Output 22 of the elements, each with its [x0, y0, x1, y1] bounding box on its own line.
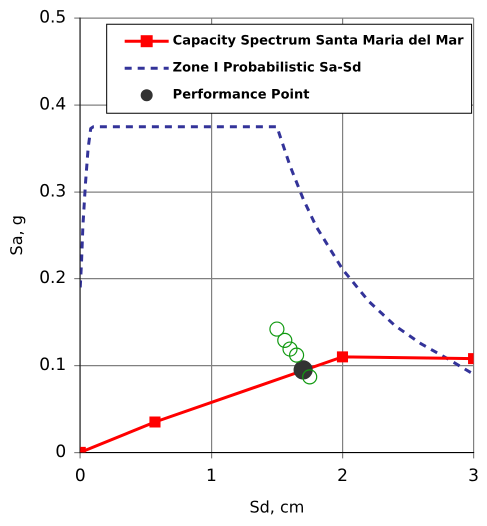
x-tick-label: 2: [337, 466, 348, 486]
x-tick-label: 0: [74, 466, 86, 486]
point: [288, 348, 304, 363]
y-tick-label: 0: [55, 442, 66, 462]
point: [294, 360, 313, 380]
y-tick-label: 0.3: [39, 181, 66, 202]
point: [277, 332, 292, 348]
y-tick-label: 0.2: [39, 268, 66, 288]
y-tick-label: 0.5: [39, 8, 66, 28]
legend-label: Performance Point: [172, 88, 310, 103]
point: [282, 341, 298, 357]
legend-label: Zone I Probabilistic Sa-Sd: [172, 60, 362, 76]
legend-label: Capacity Spectrum Santa Maria del Mar: [172, 34, 464, 49]
x-tick-label: 1: [206, 466, 217, 486]
y-axis-title: Sa, g: [6, 215, 26, 256]
y-tick-label: 0.1: [39, 354, 66, 375]
x-tick-label: 3: [468, 466, 480, 486]
point: [149, 416, 161, 428]
y-tick-label: 0.4: [39, 94, 66, 114]
x-axis-title: Sd, cm: [249, 498, 304, 517]
point: [336, 351, 348, 362]
point: [269, 321, 285, 337]
